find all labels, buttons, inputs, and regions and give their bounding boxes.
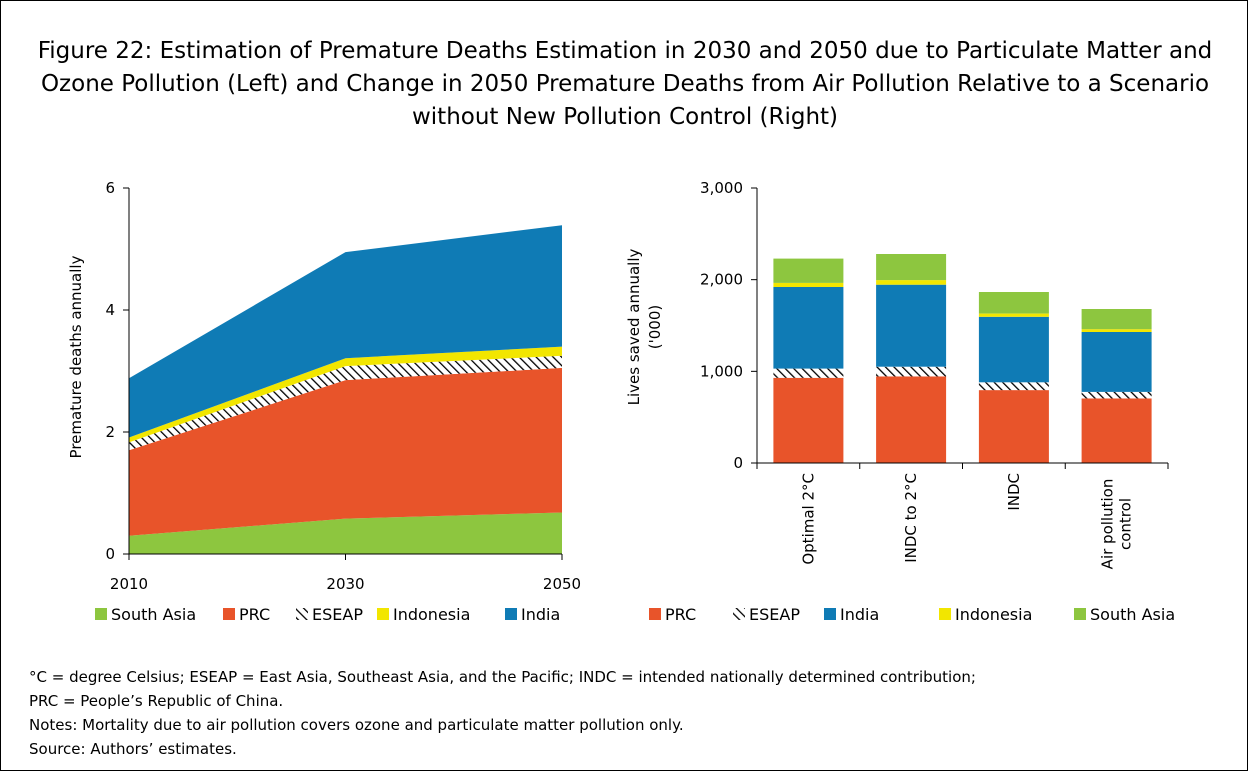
legend-label-prc: PRC bbox=[665, 605, 696, 624]
legend-label-eseap: ESEAP bbox=[312, 605, 363, 624]
right-y-axis-title-line: Lives saved annually bbox=[625, 249, 643, 406]
source-line: Source: Authors’ estimates. bbox=[29, 740, 237, 758]
right-y-tick-label: 1,000 bbox=[700, 362, 743, 380]
bar-optimal-2-c-eseap bbox=[773, 368, 844, 378]
bar-indc-to-2-c-eseap bbox=[876, 366, 947, 377]
bar-indc-india bbox=[978, 316, 1049, 383]
abbreviations-line-1: °C = degree Celsius; ESEAP = East Asia, … bbox=[29, 668, 976, 686]
bar-indc-indonesia bbox=[978, 313, 1049, 317]
bar-optimal-2-c-indonesia bbox=[773, 282, 844, 287]
right-x-tick-label: INDC bbox=[1005, 473, 1023, 511]
bar-optimal-2-c-prc bbox=[773, 377, 844, 464]
bar-air-pollution-control-south-asia bbox=[1081, 309, 1152, 330]
left-y-tick-label: 6 bbox=[105, 179, 115, 197]
abbreviations-line-2: PRC = People’s Republic of China. bbox=[29, 692, 284, 710]
bar-optimal-2-c-south-asia bbox=[773, 258, 844, 283]
area-series-prc bbox=[129, 367, 562, 536]
legend-swatch-prc bbox=[223, 608, 235, 620]
bar-air-pollution-control-prc bbox=[1081, 398, 1152, 463]
legend-label-indonesia: Indonesia bbox=[393, 605, 470, 624]
bar-air-pollution-control-india bbox=[1081, 331, 1152, 392]
left-y-tick-label: 0 bbox=[105, 545, 115, 563]
bar-indc-to-2-c-indonesia bbox=[876, 280, 947, 285]
right-y-axis-title-line: ('000) bbox=[646, 305, 664, 349]
left-x-tick-label: 2050 bbox=[543, 575, 581, 593]
right-y-axis-title: Lives saved annually ('000) bbox=[625, 249, 664, 406]
bar-optimal-2-c-india bbox=[773, 287, 844, 369]
area-series-south-asia bbox=[129, 512, 562, 554]
bar-indc-south-asia bbox=[978, 292, 1049, 314]
figure-title: Figure 22: Estimation of Premature Death… bbox=[37, 38, 1213, 130]
left-x-tick-label: 2030 bbox=[326, 575, 364, 593]
legend-label-south-asia: South Asia bbox=[111, 605, 196, 624]
legend-swatch-eseap bbox=[733, 608, 745, 620]
bar-indc-eseap bbox=[978, 382, 1049, 391]
area-series-india bbox=[129, 225, 562, 438]
right-y-tick-label: 3,000 bbox=[700, 179, 743, 197]
figure-notes: °C = degree Celsius; ESEAP = East Asia, … bbox=[29, 665, 1229, 761]
right-bar-chart: 0 1,000 2,000 3,000 Optimal 2°C INDC to 2°C IN… bbox=[625, 179, 1175, 624]
legend-label-india: India bbox=[521, 605, 560, 624]
right-y-tick-label: 2,000 bbox=[700, 271, 743, 289]
bar-indc-to-2-c-india bbox=[876, 284, 947, 367]
area-series-indonesia bbox=[129, 346, 562, 443]
legend-label-india: India bbox=[840, 605, 879, 624]
legend-swatch-eseap bbox=[296, 608, 308, 620]
legend-label-south-asia: South Asia bbox=[1090, 605, 1175, 624]
bar-indc-prc bbox=[978, 390, 1049, 463]
bar-indc-to-2-c-south-asia bbox=[876, 254, 947, 281]
left-x-tick-label: 2010 bbox=[110, 575, 148, 593]
area-series-eseap bbox=[129, 355, 562, 451]
legend-swatch-indonesia bbox=[939, 608, 951, 620]
right-x-tick-label: Air pollutioncontrol bbox=[1099, 479, 1135, 570]
right-x-tick-label: INDC to 2°C bbox=[902, 473, 920, 563]
left-y-tick-label: 2 bbox=[105, 423, 115, 441]
left-area-chart: 0 2 4 6 2010 2030 2050 Premature deaths annuall… bbox=[67, 179, 581, 624]
right-y-tick-label: 0 bbox=[733, 454, 743, 472]
legend-swatch-india bbox=[505, 608, 517, 620]
bar-air-pollution-control-eseap bbox=[1081, 392, 1152, 399]
left-y-tick-label: 4 bbox=[105, 301, 115, 319]
legend-swatch-south-asia bbox=[1074, 608, 1086, 620]
legend-label-eseap: ESEAP bbox=[749, 605, 800, 624]
right-x-tick-label: Optimal 2°C bbox=[799, 473, 817, 565]
legend-swatch-south-asia bbox=[95, 608, 107, 620]
notes-line: Notes: Mortality due to air pollution co… bbox=[29, 716, 684, 734]
legend-swatch-prc bbox=[649, 608, 661, 620]
bar-indc-to-2-c-prc bbox=[876, 376, 947, 463]
right-x-tick-label-line: Air pollution bbox=[1099, 479, 1117, 570]
legend-label-prc: PRC bbox=[239, 605, 270, 624]
legend-swatch-indonesia bbox=[377, 608, 389, 620]
bar-air-pollution-control-indonesia bbox=[1081, 329, 1152, 332]
left-y-axis-title: Premature deaths annually bbox=[67, 255, 85, 458]
legend-swatch-india bbox=[824, 608, 836, 620]
legend-label-indonesia: Indonesia bbox=[955, 605, 1032, 624]
right-x-tick-label-line: control bbox=[1117, 498, 1135, 550]
